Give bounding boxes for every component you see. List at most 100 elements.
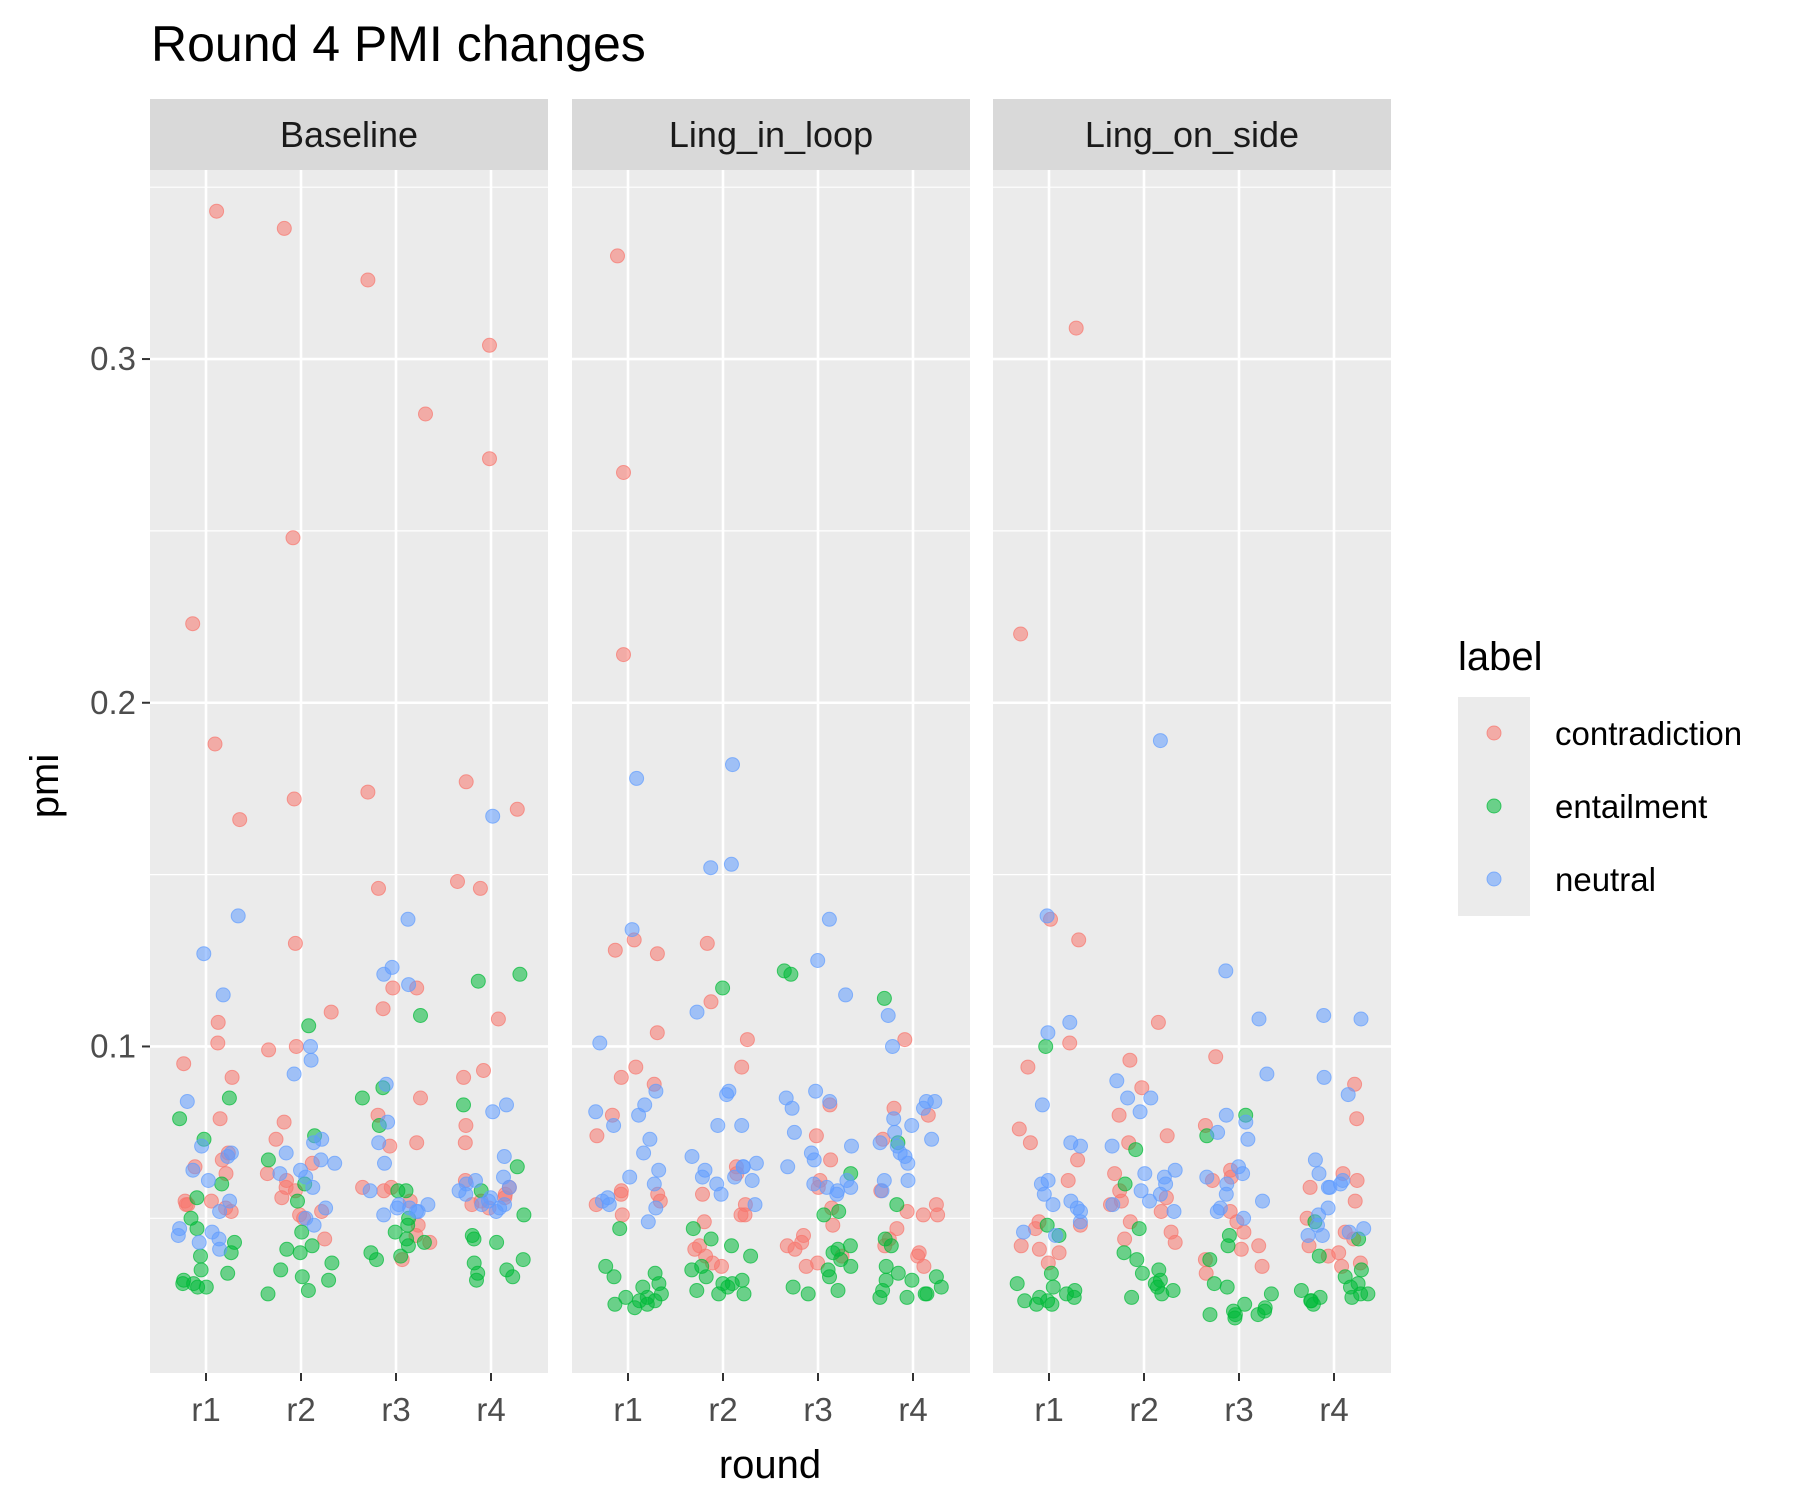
data-point-contradiction xyxy=(687,1241,703,1257)
data-point-contradiction xyxy=(1062,1035,1078,1051)
panel-ling-in-loop: Ling_in_loop r1 r2 r3 r4 xyxy=(572,99,970,1428)
facet-strip xyxy=(572,99,970,170)
data-point-entailment xyxy=(933,1279,949,1295)
data-point-neutral xyxy=(829,1186,845,1202)
data-point-neutral xyxy=(744,1173,760,1188)
data-point-neutral xyxy=(496,1149,512,1164)
data-point-neutral xyxy=(376,966,392,982)
data-point-neutral xyxy=(488,1204,504,1219)
legend-key-entailment xyxy=(1486,798,1502,814)
data-point-neutral xyxy=(200,1173,216,1188)
data-point-neutral xyxy=(885,1039,900,1054)
data-point-neutral xyxy=(278,1145,294,1161)
legend-label-neutral: neutral xyxy=(1555,861,1656,898)
data-point-contradiction xyxy=(930,1207,946,1223)
data-point-entailment xyxy=(300,1283,316,1298)
data-point-neutral xyxy=(1300,1228,1316,1243)
x-tick-label: r3 xyxy=(803,1391,832,1428)
data-point-contradiction xyxy=(696,1214,712,1230)
data-point-neutral xyxy=(1062,1014,1078,1030)
data-point-entailment xyxy=(1220,1238,1236,1254)
data-point-entailment xyxy=(516,1207,532,1223)
data-point-contradiction xyxy=(185,616,201,632)
data-point-neutral xyxy=(1036,1186,1052,1202)
data-point-neutral xyxy=(1209,1204,1225,1219)
data-point-entailment xyxy=(260,1152,276,1168)
data-point-entailment xyxy=(1009,1276,1025,1292)
data-point-entailment xyxy=(505,1269,521,1285)
data-point-contradiction xyxy=(1347,1193,1363,1209)
data-point-neutral xyxy=(1143,1090,1159,1106)
data-point-contradiction xyxy=(733,1207,749,1223)
data-point-entailment xyxy=(470,973,486,989)
data-point-neutral xyxy=(1142,1193,1157,1209)
data-point-entailment xyxy=(292,1245,308,1261)
data-point-neutral xyxy=(1235,1166,1251,1182)
data-point-entailment xyxy=(698,1269,714,1285)
data-point-entailment xyxy=(273,1262,289,1278)
data-point-entailment xyxy=(279,1241,295,1257)
data-point-entailment xyxy=(627,1300,643,1316)
data-point-contradiction xyxy=(695,1186,710,1202)
data-point-contradiction xyxy=(268,1131,284,1147)
data-point-neutral xyxy=(916,1100,931,1116)
data-point-entailment xyxy=(783,966,799,982)
data-point-contradiction xyxy=(1236,1224,1252,1240)
data-point-neutral xyxy=(1341,1224,1357,1240)
data-point-neutral xyxy=(212,1241,228,1257)
data-point-contradiction xyxy=(610,248,625,264)
legend: label contradiction entailment neutral xyxy=(1458,635,1742,916)
data-point-entailment xyxy=(822,1269,837,1285)
data-point-neutral xyxy=(784,1100,800,1116)
data-point-contradiction xyxy=(323,1004,339,1020)
data-point-contradiction xyxy=(1013,1238,1029,1254)
data-point-contradiction xyxy=(703,994,719,1010)
data-point-entailment xyxy=(1227,1310,1243,1326)
data-point-neutral xyxy=(735,1159,751,1175)
x-tick-label: r3 xyxy=(1224,1391,1253,1428)
data-point-neutral xyxy=(220,1149,236,1164)
data-point-contradiction xyxy=(825,1217,841,1233)
data-point-neutral xyxy=(1109,1073,1125,1089)
data-point-neutral xyxy=(636,1145,652,1161)
data-point-contradiction xyxy=(456,1069,472,1085)
data-point-entailment xyxy=(711,1286,727,1302)
data-point-neutral xyxy=(474,1197,490,1213)
data-point-neutral xyxy=(196,946,212,962)
data-point-contradiction xyxy=(1198,1265,1214,1281)
data-point-neutral xyxy=(485,808,501,824)
data-point-contradiction xyxy=(210,1014,226,1030)
data-point-entailment xyxy=(703,1231,719,1247)
data-point-neutral xyxy=(1307,1152,1323,1168)
data-point-entailment xyxy=(369,1252,384,1268)
data-point-neutral xyxy=(1132,1104,1148,1120)
data-point-neutral xyxy=(640,1214,656,1230)
data-point-entailment xyxy=(416,1234,432,1250)
data-point-neutral xyxy=(734,1118,750,1133)
data-point-contradiction xyxy=(899,1204,915,1219)
data-point-entailment xyxy=(1038,1039,1054,1054)
data-point-entailment xyxy=(843,1258,859,1274)
data-point-contradiction xyxy=(1020,1059,1036,1075)
data-point-entailment xyxy=(400,1238,416,1254)
data-point-contradiction xyxy=(739,1032,755,1048)
y-tick-label: 0.3 xyxy=(90,340,136,377)
legend-key-contradiction xyxy=(1486,725,1502,741)
data-point-contradiction xyxy=(613,1186,629,1202)
data-point-neutral xyxy=(1167,1162,1183,1178)
data-point-neutral xyxy=(1133,1183,1149,1199)
data-point-neutral xyxy=(1105,1197,1121,1213)
data-point-contradiction xyxy=(490,1011,506,1027)
data-point-neutral xyxy=(327,1155,343,1171)
data-point-contradiction xyxy=(210,1035,226,1051)
data-point-contradiction xyxy=(274,1190,290,1206)
data-point-neutral xyxy=(725,757,740,773)
data-point-neutral xyxy=(1316,1069,1332,1085)
data-point-neutral xyxy=(1048,1228,1063,1243)
x-tick-label: r1 xyxy=(191,1391,220,1428)
data-point-neutral xyxy=(1152,733,1168,749)
data-point-neutral xyxy=(631,1107,647,1123)
data-point-neutral xyxy=(380,1114,396,1130)
